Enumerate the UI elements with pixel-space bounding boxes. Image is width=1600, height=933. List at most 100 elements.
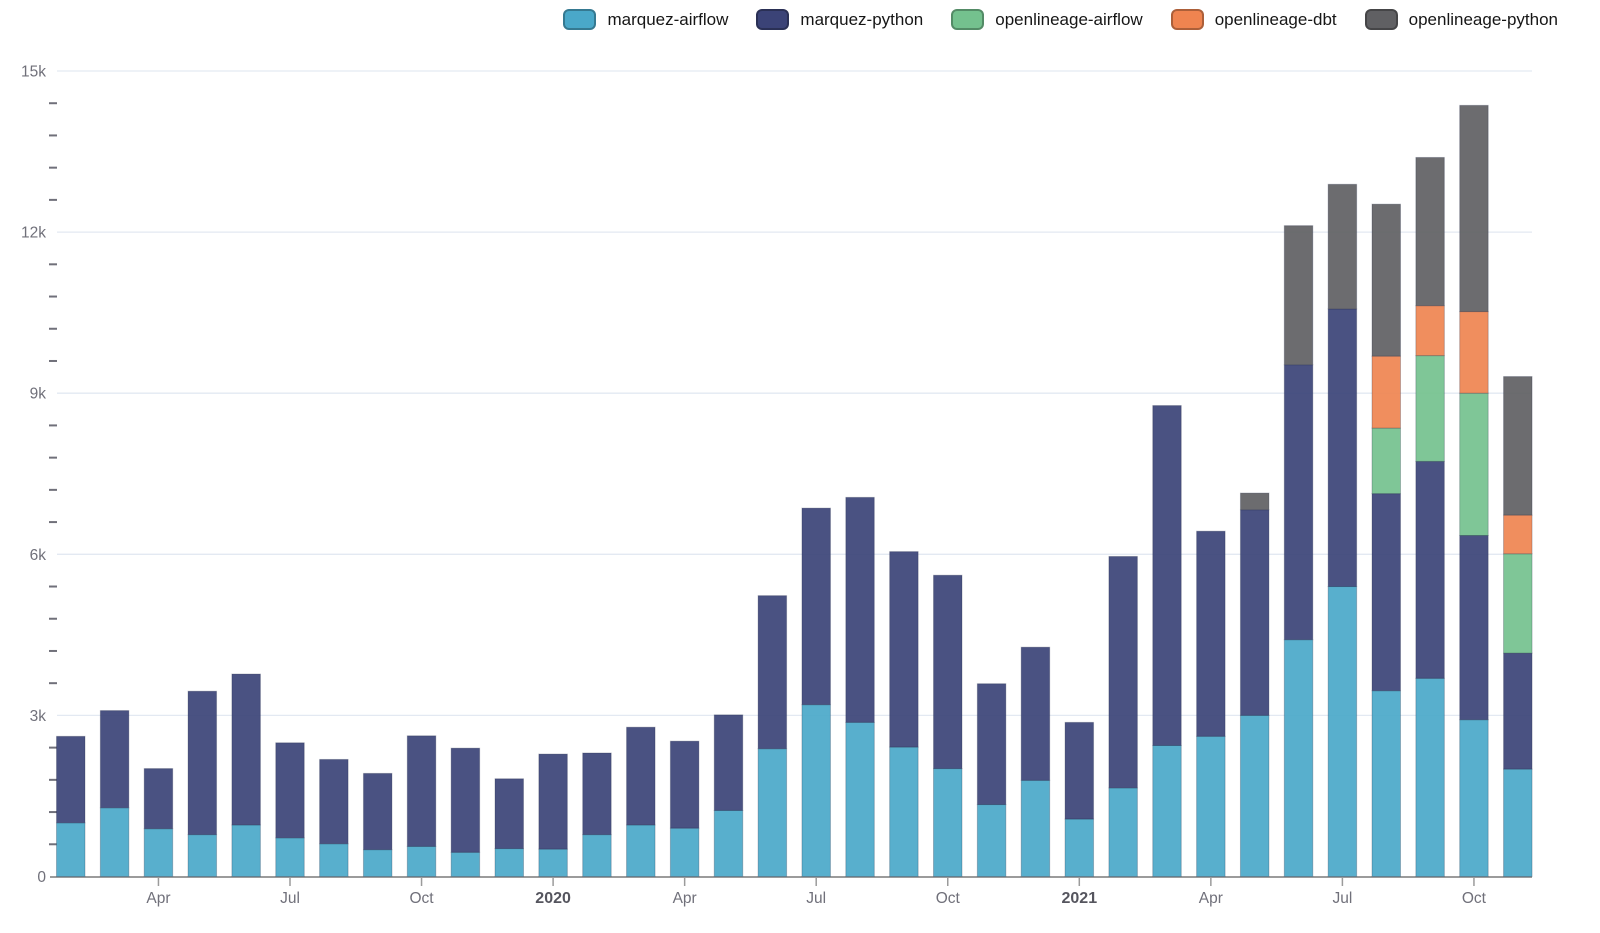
bar-segment-marquez-airflow[interactable] [845, 721, 875, 877]
bar-segment-marquez-python[interactable] [1020, 646, 1051, 781]
bar-2020-05 [713, 714, 744, 877]
bar-segment-marquez-airflow[interactable] [494, 848, 524, 877]
bar-segment-marquez-airflow[interactable] [231, 824, 261, 877]
bar-segment-marquez-airflow[interactable] [1239, 714, 1270, 878]
bar-segment-marquez-python[interactable] [406, 735, 437, 847]
bar-segment-marquez-python[interactable] [99, 710, 130, 809]
bar-segment-marquez-airflow[interactable] [538, 848, 568, 877]
legend-label: openlineage-python [1408, 9, 1558, 29]
bar-segment-marquez-python[interactable] [1108, 555, 1138, 789]
bar-segment-marquez-python[interactable] [362, 772, 393, 851]
bar-segment-marquez-airflow[interactable] [626, 824, 656, 877]
bar-segment-marquez-airflow[interactable] [99, 807, 130, 877]
bar-segment-marquez-python[interactable] [1459, 535, 1489, 721]
bar-segment-marquez-airflow[interactable] [1371, 690, 1401, 877]
bar-segment-marquez-airflow[interactable] [450, 851, 481, 878]
bar-segment-marquez-airflow[interactable] [275, 837, 305, 877]
legend-label: marquez-python [800, 9, 924, 29]
bar-segment-marquez-python[interactable] [1327, 308, 1358, 588]
bar-segment-openlineage-python[interactable] [1283, 225, 1314, 366]
bar-segment-marquez-python[interactable] [1196, 530, 1226, 737]
legend-swatch-icon [1364, 9, 1398, 30]
bar-segment-openlineage-python[interactable] [1239, 492, 1270, 511]
bar-segment-marquez-python[interactable] [494, 778, 524, 850]
bar-segment-marquez-airflow[interactable] [1064, 818, 1095, 878]
bar-segment-marquez-airflow[interactable] [362, 849, 393, 878]
bar-segment-marquez-python[interactable] [845, 496, 875, 723]
bar-segment-openlineage-dbt[interactable] [1503, 514, 1533, 555]
bar-segment-marquez-python[interactable] [1371, 493, 1401, 692]
x-axis-label: Apr [146, 890, 170, 907]
bar-segment-openlineage-python[interactable] [1415, 156, 1445, 307]
y-axis-label: 0 [37, 869, 46, 886]
bar-segment-openlineage-airflow[interactable] [1415, 355, 1445, 462]
legend-item-marquez-airflow[interactable]: marquez-airflow [563, 9, 728, 30]
bar-segment-marquez-python[interactable] [1415, 460, 1445, 679]
legend-item-openlineage-dbt[interactable]: openlineage-dbt [1170, 9, 1337, 30]
bar-segment-marquez-airflow[interactable] [889, 746, 919, 878]
bar-segment-marquez-python[interactable] [187, 690, 218, 836]
bar-2019-08 [319, 758, 349, 877]
bar-segment-openlineage-airflow[interactable] [1371, 427, 1401, 495]
bar-segment-marquez-python[interactable] [1239, 509, 1270, 716]
legend-item-marquez-python[interactable]: marquez-python [756, 9, 923, 30]
bar-segment-marquez-airflow[interactable] [713, 809, 744, 877]
bar-segment-marquez-python[interactable] [626, 726, 656, 826]
bar-segment-openlineage-dbt[interactable] [1459, 311, 1489, 394]
bar-segment-marquez-python[interactable] [1064, 721, 1095, 820]
bar-segment-marquez-python[interactable] [1283, 364, 1314, 641]
bar-segment-marquez-python[interactable] [319, 758, 349, 845]
legend-item-openlineage-airflow[interactable]: openlineage-airflow [951, 9, 1143, 30]
bar-segment-marquez-python[interactable] [275, 742, 305, 839]
bar-segment-marquez-airflow[interactable] [406, 845, 437, 877]
bar-segment-marquez-python[interactable] [1503, 652, 1533, 770]
bar-segment-openlineage-dbt[interactable] [1371, 355, 1401, 429]
bar-segment-marquez-airflow[interactable] [1327, 586, 1358, 878]
bar-segment-marquez-python[interactable] [1152, 405, 1182, 746]
bar-segment-marquez-python[interactable] [713, 714, 744, 811]
bar-segment-marquez-python[interactable] [801, 507, 831, 706]
bar-segment-marquez-airflow[interactable] [1503, 768, 1533, 877]
bar-segment-marquez-python[interactable] [231, 673, 261, 826]
bar-segment-marquez-python[interactable] [976, 683, 1007, 806]
bar-segment-marquez-python[interactable] [757, 595, 788, 750]
bar-segment-marquez-python[interactable] [669, 740, 700, 829]
bar-segment-marquez-python[interactable] [143, 768, 174, 830]
bar-segment-marquez-airflow[interactable] [1459, 719, 1489, 877]
bar-2019-09 [362, 772, 393, 878]
bar-segment-openlineage-airflow[interactable] [1459, 392, 1489, 537]
bar-segment-marquez-airflow[interactable] [1108, 787, 1138, 878]
bar-segment-openlineage-airflow[interactable] [1503, 553, 1533, 654]
bar-segment-marquez-airflow[interactable] [1020, 779, 1051, 878]
bar-segment-marquez-python[interactable] [450, 747, 481, 853]
bar-segment-marquez-airflow[interactable] [319, 843, 349, 877]
bar-segment-marquez-airflow[interactable] [1196, 735, 1226, 878]
bar-segment-marquez-airflow[interactable] [933, 768, 963, 877]
bar-segment-marquez-airflow[interactable] [1283, 639, 1314, 877]
bar-segment-marquez-airflow[interactable] [1152, 744, 1182, 877]
legend-item-openlineage-python[interactable]: openlineage-python [1364, 9, 1558, 30]
bar-segment-openlineage-python[interactable] [1371, 203, 1401, 357]
bar-segment-marquez-airflow[interactable] [582, 834, 612, 878]
bar-segment-openlineage-dbt[interactable] [1415, 305, 1445, 357]
bar-segment-marquez-airflow[interactable] [187, 834, 218, 878]
bar-segment-marquez-airflow[interactable] [976, 804, 1007, 877]
bar-2020-12 [1020, 646, 1051, 878]
bar-2021-05 [1239, 492, 1270, 878]
bar-segment-marquez-airflow[interactable] [143, 828, 174, 877]
bar-2019-07 [275, 742, 305, 877]
bar-segment-openlineage-python[interactable] [1327, 183, 1358, 310]
bar-segment-marquez-python[interactable] [538, 753, 568, 850]
bar-2021-03 [1152, 405, 1182, 877]
bar-segment-marquez-airflow[interactable] [56, 822, 86, 877]
bar-segment-marquez-airflow[interactable] [1415, 677, 1445, 877]
bar-segment-marquez-python[interactable] [56, 735, 86, 824]
bar-segment-openlineage-python[interactable] [1459, 104, 1489, 313]
bar-segment-marquez-airflow[interactable] [757, 748, 788, 877]
bar-segment-marquez-python[interactable] [889, 551, 919, 748]
bar-segment-marquez-python[interactable] [582, 752, 612, 836]
bar-segment-openlineage-python[interactable] [1503, 376, 1533, 516]
bar-segment-marquez-airflow[interactable] [801, 704, 831, 877]
bar-segment-marquez-python[interactable] [933, 574, 963, 770]
bar-segment-marquez-airflow[interactable] [669, 827, 700, 877]
